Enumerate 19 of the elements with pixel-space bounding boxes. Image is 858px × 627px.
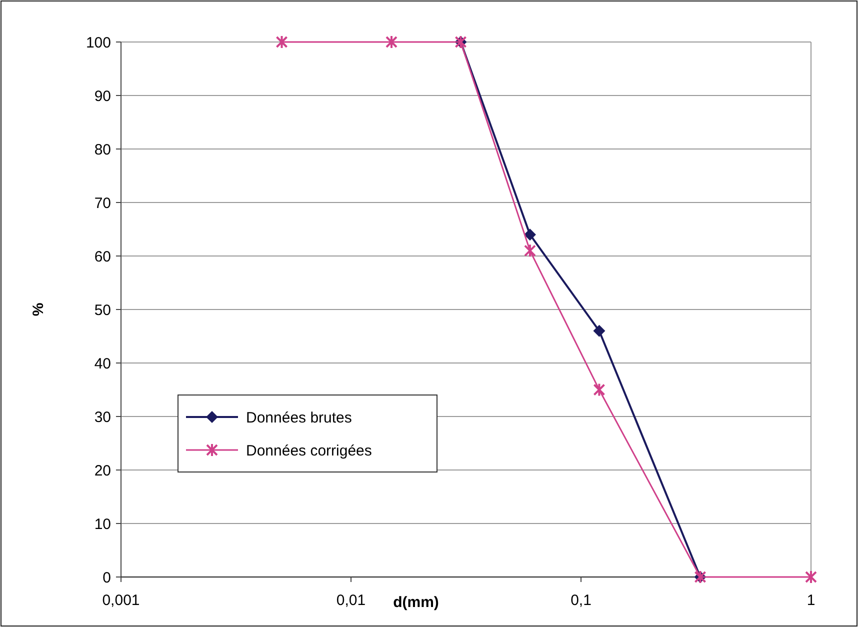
y-tick-label: 70: [94, 194, 111, 212]
legend-label: Données corrigées: [246, 442, 372, 460]
y-tick-label: 80: [94, 141, 111, 158]
x-tick-label: 0,1: [570, 592, 592, 609]
x-axis-title: d(mm): [393, 594, 439, 611]
x-tick-label: 0,001: [102, 592, 140, 609]
x-tick-label: 1: [806, 592, 816, 609]
legend-label: Données brutes: [246, 409, 352, 426]
y-tick-label: 60: [94, 248, 111, 266]
x-tick-label: 0,01: [336, 592, 366, 609]
y-axis-title: %: [30, 302, 47, 316]
y-tick-label: 30: [94, 408, 111, 426]
y-tick-label: 10: [94, 516, 111, 533]
y-tick-label: 0: [102, 569, 111, 586]
y-tick-label: 100: [86, 34, 111, 52]
y-tick-label: 40: [94, 355, 111, 372]
y-tick-label: 50: [94, 302, 111, 319]
y-tick-label: 20: [94, 462, 111, 480]
y-tick-label: 90: [94, 88, 111, 105]
